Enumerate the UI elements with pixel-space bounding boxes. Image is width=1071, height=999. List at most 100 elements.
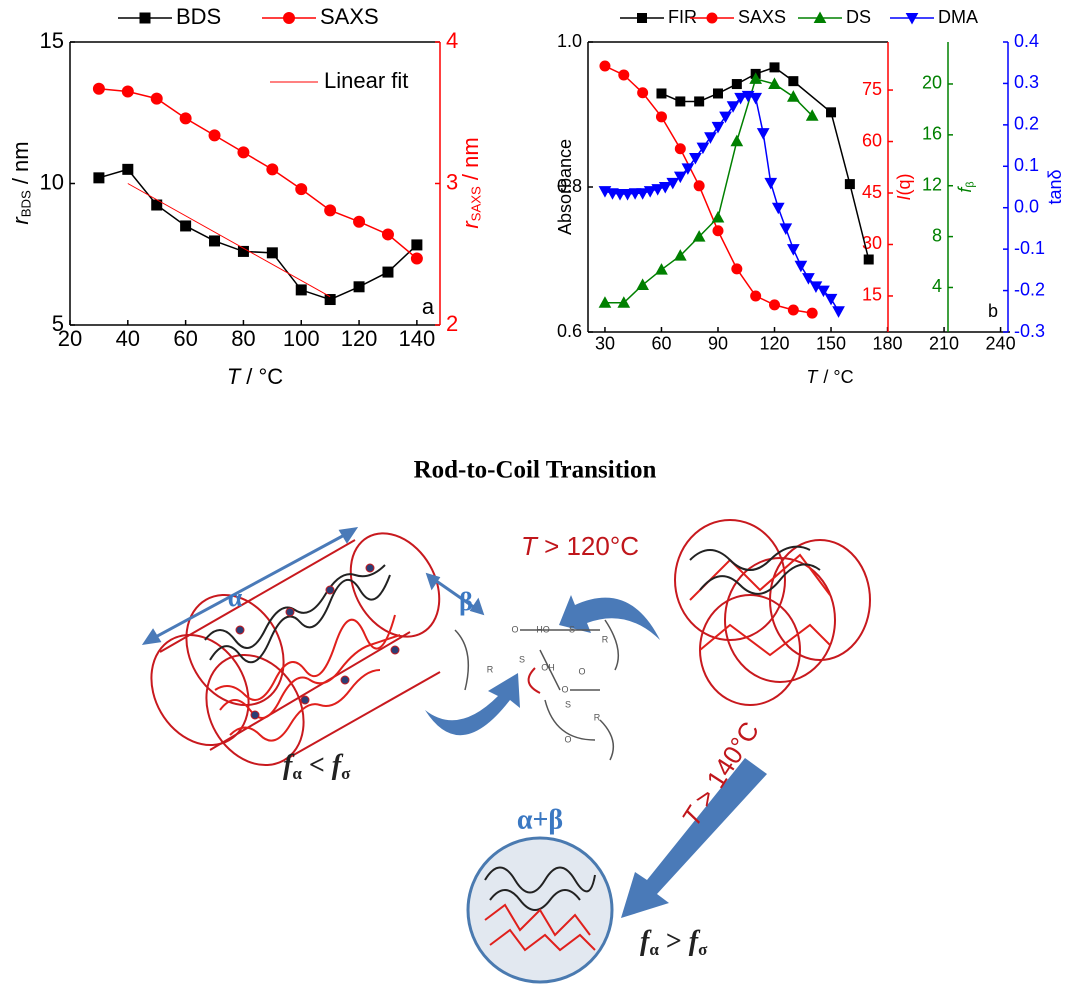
marker	[381, 228, 394, 241]
marker	[817, 285, 830, 298]
y2-tick-label: 60	[862, 130, 882, 150]
axis-title: T / °C	[227, 364, 283, 389]
marker	[673, 171, 687, 184]
marker	[832, 306, 845, 318]
chem-label: R	[594, 712, 601, 722]
legend-label: BDS	[176, 4, 221, 29]
marker	[730, 134, 744, 147]
y4-tick-label: 0.2	[1014, 114, 1039, 134]
chem-label: HO	[536, 624, 550, 634]
marker	[844, 179, 855, 190]
rod-chains	[204, 564, 401, 742]
marker	[694, 96, 705, 107]
chart-panel: 30 60 90 120 150 180 210 240 T / °C 0.6 0.8 1.0 Absor…	[555, 7, 1065, 387]
marker	[598, 296, 612, 308]
marker	[237, 146, 250, 159]
legend-marker	[637, 13, 647, 23]
coil-cluster	[674, 519, 871, 706]
symbol: r	[458, 220, 483, 229]
marker	[787, 304, 799, 316]
marker	[749, 92, 763, 105]
legend-label: SAXS	[738, 7, 786, 27]
subscript: β	[964, 181, 976, 187]
relation: fα < fσ	[283, 750, 351, 782]
x-tick-label: 20	[58, 326, 82, 351]
marker	[658, 182, 672, 194]
y4-tick-label: -0.1	[1014, 238, 1045, 258]
x-tick-label: 240	[986, 333, 1016, 353]
symbol: T	[806, 367, 819, 387]
marker	[788, 76, 799, 87]
chem-label: O	[511, 624, 518, 634]
y3-tick-label: 20	[922, 73, 942, 93]
series-line	[98, 168, 418, 301]
x-tick-label: 150	[816, 333, 846, 353]
alpha-label: α	[228, 583, 243, 612]
y2-tick-label: 3	[446, 169, 458, 194]
y-tick-label: 10	[40, 169, 64, 194]
f: f	[640, 926, 652, 957]
marker	[692, 230, 706, 242]
chem-label: R	[487, 664, 494, 674]
rest: (q)	[894, 173, 914, 195]
symbol: I	[894, 195, 914, 200]
legend-marker	[706, 12, 718, 24]
op: >	[659, 926, 689, 957]
marker	[621, 189, 634, 201]
marker	[787, 244, 800, 256]
y3-tick-label: 16	[922, 124, 942, 144]
marker	[655, 111, 667, 123]
marker	[180, 220, 192, 232]
symbol: T	[227, 364, 242, 389]
condition: T > 120°C	[521, 531, 639, 561]
marker	[324, 204, 337, 217]
unit: / °C	[246, 364, 283, 389]
marker	[209, 235, 221, 247]
x-tick-label: 140	[399, 326, 436, 351]
chem-structure	[454, 619, 620, 761]
marker	[382, 266, 394, 278]
sub: σ	[341, 764, 351, 783]
marker	[779, 223, 793, 235]
marker	[805, 109, 819, 121]
x-tick-label: 60	[651, 333, 671, 353]
marker	[410, 252, 423, 265]
marker	[92, 82, 105, 95]
y-tick-label: 1.0	[557, 31, 582, 51]
marker	[696, 142, 710, 155]
marker	[711, 210, 725, 223]
marker	[636, 278, 649, 290]
axis-title: tanδ	[1045, 169, 1065, 204]
marker	[824, 293, 838, 306]
unit: / °C	[823, 367, 853, 387]
marker	[636, 188, 649, 200]
marker	[802, 273, 815, 285]
x-tick-label: 80	[231, 326, 255, 351]
alpha-beta-label: α+β	[517, 804, 563, 835]
marker	[712, 88, 723, 99]
x-tick-label: 210	[929, 333, 959, 353]
alpha-arrow	[141, 527, 485, 645]
marker	[666, 177, 680, 190]
symbol: f	[955, 186, 975, 193]
y4-tick-label: 0.4	[1014, 31, 1039, 51]
x-tick-label: 90	[708, 333, 728, 353]
marker	[651, 184, 665, 196]
marker	[806, 307, 818, 319]
chem-label: S	[569, 624, 575, 634]
y4-tick-label: -0.2	[1014, 279, 1045, 299]
marker	[295, 284, 307, 296]
legend-marker	[139, 12, 151, 24]
marker	[122, 163, 134, 175]
chem-label: S	[519, 654, 525, 664]
marker	[704, 132, 717, 144]
marker	[731, 79, 742, 90]
y3-tick-label: 4	[932, 276, 942, 296]
marker	[768, 77, 781, 89]
chem-label: R	[602, 634, 609, 644]
panel-label: a	[422, 294, 435, 319]
